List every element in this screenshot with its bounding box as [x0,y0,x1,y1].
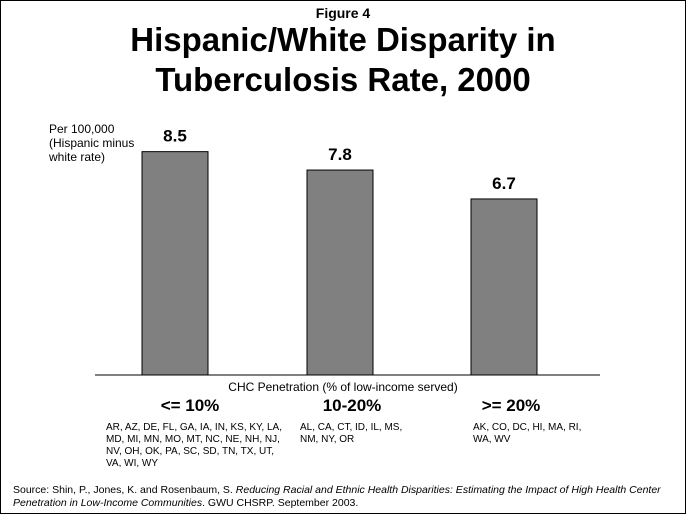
source-title: Reducing Racial and Ethnic Health Dispar… [13,484,661,509]
x-axis-title: CHC Penetration (% of low-income served) [228,380,458,394]
source-suffix: . GWU CHSRP. September 2003. [202,497,359,509]
bar-1 [141,151,209,376]
category-label-3: >= 20% [481,396,541,415]
category-states-2: AL, CA, CT, ID, IL, MS, NM, NY, OR [300,422,403,445]
category-label-1: <= 10% [160,396,220,415]
source-prefix: Source: Shin, P., Jones, K. and Rosenbau… [13,484,236,496]
category-label-2: 10-20% [322,396,382,415]
chart-title: Hispanic/White Disparity in Tuberculosis… [0,20,686,100]
bar-2 [306,169,374,376]
bar-3 [470,198,538,376]
y-axis-label: Per 100,000 (Hispanic minus white rate) [49,122,135,164]
chart-title-line-2: Tuberculosis Rate, 2000 [155,61,531,98]
source-note: Source: Shin, P., Jones, K. and Rosenbau… [13,484,678,510]
data-label-3: 6.7 [492,174,516,193]
figure-label: Figure 4 [315,5,371,21]
category-states-1: AR, AZ, DE, FL, GA, IA, IN, KS, KY, LA, … [106,422,282,469]
data-label-1: 8.5 [163,127,187,146]
category-states-3: AK, CO, DC, HI, MA, RI, WA, WV [473,422,582,445]
data-label-2: 7.8 [328,145,352,164]
chart-title-line-1: Hispanic/White Disparity in [130,21,556,58]
